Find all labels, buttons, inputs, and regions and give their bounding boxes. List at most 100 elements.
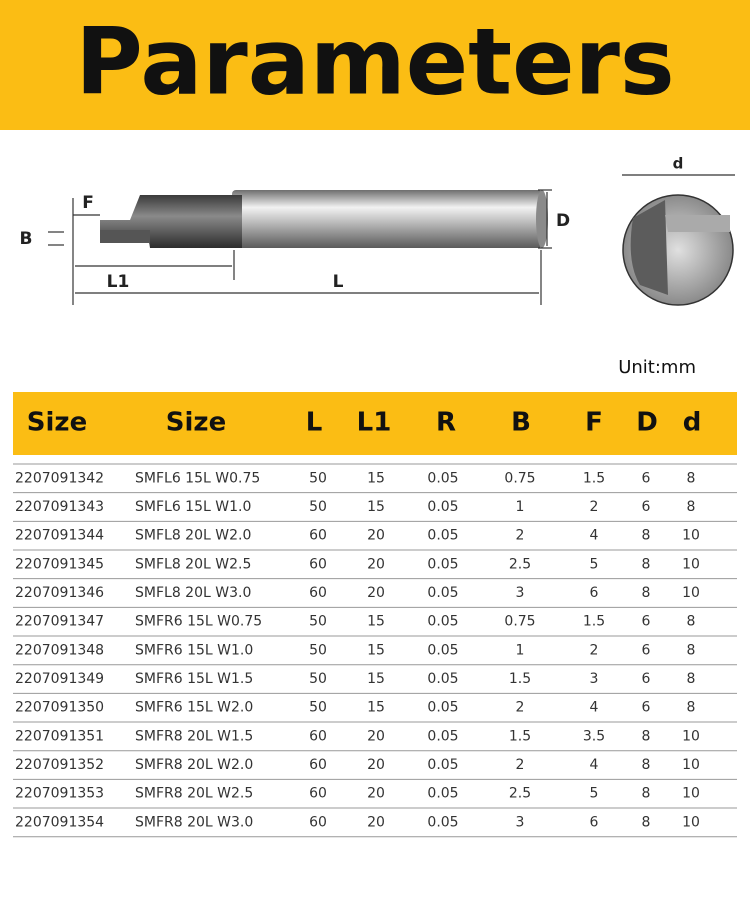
header-cell: Size [166,408,226,438]
cell: 8 [687,671,696,687]
cell: 2 [516,700,525,716]
cell: 2207091350 [15,700,104,716]
cell: 2207091342 [15,470,104,486]
cell: 2.5 [509,556,531,572]
cell: 50 [309,499,327,515]
cell: 60 [309,786,327,802]
cell: 8 [642,556,651,572]
cell: SMFR8 20L W1.5 [135,728,253,744]
cell: SMFL8 20L W2.5 [135,556,251,572]
cell: 2 [516,528,525,544]
cell: 6 [642,700,651,716]
cell: 2.5 [509,786,531,802]
cell: 0.05 [427,585,458,601]
cell: 2 [590,499,599,515]
cell: 20 [367,728,385,744]
label-l: L [333,272,344,292]
cell: 60 [309,556,327,572]
cell: 20 [367,585,385,601]
tool-end-view [622,194,734,306]
cell: 60 [309,585,327,601]
cell: 0.05 [427,757,458,773]
cell: 8 [687,470,696,486]
cell: 6 [642,614,651,630]
cell: 50 [309,671,327,687]
cell: 1 [516,499,525,515]
cell: 3 [590,671,599,687]
cell: 0.05 [427,556,458,572]
cell: 0.75 [504,470,535,486]
cell: 0.05 [427,614,458,630]
header-cell: d [683,408,702,438]
cell: 2207091351 [15,728,104,744]
cell: 15 [367,470,385,486]
cell: 50 [309,614,327,630]
cell: 0.05 [427,700,458,716]
cell: 0.05 [427,528,458,544]
cell: 10 [682,728,700,744]
cell: 15 [367,614,385,630]
cell: 0.05 [427,642,458,658]
cell: 8 [642,757,651,773]
cell: 4 [590,700,599,716]
header-cell: B [511,408,531,438]
cell: 50 [309,470,327,486]
cell: SMFR6 15L W1.0 [135,642,253,658]
cell: 10 [682,814,700,830]
cell: 1.5 [583,614,605,630]
cell: 8 [642,728,651,744]
cell: 2207091354 [15,814,104,830]
cell: 0.05 [427,470,458,486]
cell: 0.05 [427,499,458,515]
cell: 3.5 [583,728,605,744]
label-b: B [20,229,33,249]
cell: 60 [309,757,327,773]
label-l1: L1 [107,272,130,292]
cell: 6 [642,642,651,658]
cell: SMFL8 20L W3.0 [135,585,251,601]
cell: SMFR6 15L W2.0 [135,700,253,716]
cell: 2207091345 [15,556,104,572]
cell: 6 [642,499,651,515]
label-d-lower: d [673,155,684,173]
header-cell: R [436,408,456,438]
cell: 8 [687,700,696,716]
cell: 8 [642,528,651,544]
banner [0,0,750,130]
header-cell: Size [27,408,87,438]
cell: 1.5 [509,728,531,744]
cell: 15 [367,671,385,687]
cell: 2 [590,642,599,658]
header-cell: F [585,408,603,438]
cell: 2207091348 [15,642,104,658]
cell: 5 [590,786,599,802]
cell: 20 [367,786,385,802]
cell: 10 [682,556,700,572]
cell: 10 [682,528,700,544]
cell: 6 [642,671,651,687]
cell: 20 [367,757,385,773]
cell: 6 [642,470,651,486]
cell: 3 [516,814,525,830]
cell: 1.5 [583,470,605,486]
cell: 0.05 [427,728,458,744]
cell: SMFL8 20L W2.0 [135,528,251,544]
cell: SMFR8 20L W2.0 [135,757,253,773]
cell: 60 [309,814,327,830]
cell: 60 [309,528,327,544]
cell: 15 [367,499,385,515]
cell: 4 [590,528,599,544]
cell: 2207091353 [15,786,104,802]
title: Parameters [75,8,674,115]
cell: 2207091343 [15,499,104,515]
cell: 8 [642,814,651,830]
header-cell: D [636,408,658,438]
cell: 10 [682,786,700,802]
cell: SMFR8 20L W3.0 [135,814,253,830]
cell: 5 [590,556,599,572]
tool-side-view [48,174,735,305]
cell: 8 [687,499,696,515]
cell: 0.05 [427,786,458,802]
